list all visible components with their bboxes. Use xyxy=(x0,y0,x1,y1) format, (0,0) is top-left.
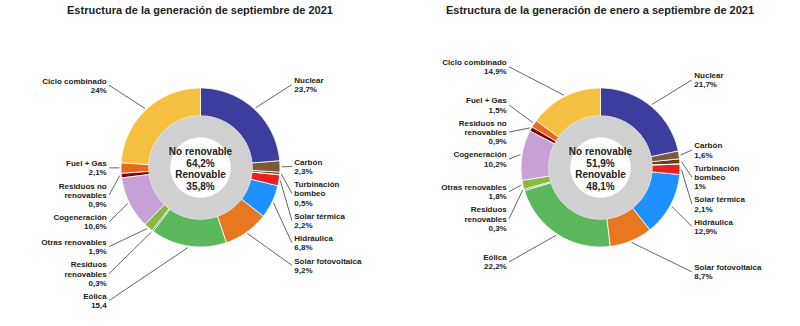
svg-text:Hidráulica6,8%: Hidráulica6,8% xyxy=(294,234,333,252)
svg-text:Renovable: Renovable xyxy=(575,169,626,180)
svg-text:Solar térmica2,1%: Solar térmica2,1% xyxy=(694,195,745,213)
svg-text:Ciclo combinado24%: Ciclo combinado24% xyxy=(42,77,107,95)
html-text:Estructura de la generación de: Estructura de la generación de enero a s… xyxy=(445,4,755,16)
svg-text:Nuclear23,7%: Nuclear23,7% xyxy=(294,76,323,94)
svg-text:Solar fotovoltaica9,2%: Solar fotovoltaica9,2% xyxy=(294,257,362,275)
svg-text:Eólica22,2%: Eólica22,2% xyxy=(483,253,507,271)
svg-text:51,9%: 51,9% xyxy=(586,158,614,169)
svg-text:Residuosrenovables0,3%: Residuosrenovables0,3% xyxy=(464,205,507,232)
svg-text:Fuel + Gas2,1%: Fuel + Gas2,1% xyxy=(66,159,107,177)
svg-text:Fuel + Gas1,5%: Fuel + Gas1,5% xyxy=(466,96,507,114)
svg-text:Carbón2,3%: Carbón2,3% xyxy=(294,158,322,176)
svg-text:Cogeneración10,2%: Cogeneración10,2% xyxy=(453,150,506,168)
svg-text:No renovable: No renovable xyxy=(569,146,633,157)
svg-text:Turbinaciónbombeo0,5%: Turbinaciónbombeo0,5% xyxy=(294,180,339,207)
html-text:Estructura de la generación de: Estructura de la generación de septiembr… xyxy=(67,4,333,16)
svg-text:Residuos norenovables0,9%: Residuos norenovables0,9% xyxy=(459,119,508,146)
svg-text:Otras renovables1,8%: Otras renovables1,8% xyxy=(441,183,507,201)
svg-text:Residuosrenovables0,3%: Residuosrenovables0,3% xyxy=(64,260,107,287)
svg-text:Eólica15,4: Eólica15,4 xyxy=(83,292,107,310)
svg-text:35,8%: 35,8% xyxy=(186,181,214,192)
svg-text:64,2%: 64,2% xyxy=(186,158,214,169)
svg-text:48,1%: 48,1% xyxy=(586,181,614,192)
svg-text:Cogeneración10,6%: Cogeneración10,6% xyxy=(53,213,106,231)
svg-text:Ciclo combinado14,9%: Ciclo combinado14,9% xyxy=(442,58,507,76)
svg-text:Nuclear21,7%: Nuclear21,7% xyxy=(694,71,723,89)
svg-text:No renovable: No renovable xyxy=(169,146,233,157)
svg-text:Turbinaciónbombeo1%: Turbinaciónbombeo1% xyxy=(694,164,739,191)
svg-text:Hidráulica12,9%: Hidráulica12,9% xyxy=(694,218,733,236)
svg-text:Residuos norenovables0,9%: Residuos norenovables0,9% xyxy=(59,182,108,209)
svg-text:Solar fotovoltaica8,7%: Solar fotovoltaica8,7% xyxy=(694,263,762,281)
svg-text:Solar térmica2,2%: Solar térmica2,2% xyxy=(294,212,345,230)
svg-text:Renovable: Renovable xyxy=(175,169,226,180)
svg-text:Otras renovables1,9%: Otras renovables1,9% xyxy=(41,238,107,256)
svg-text:Carbón1,6%: Carbón1,6% xyxy=(694,141,722,159)
